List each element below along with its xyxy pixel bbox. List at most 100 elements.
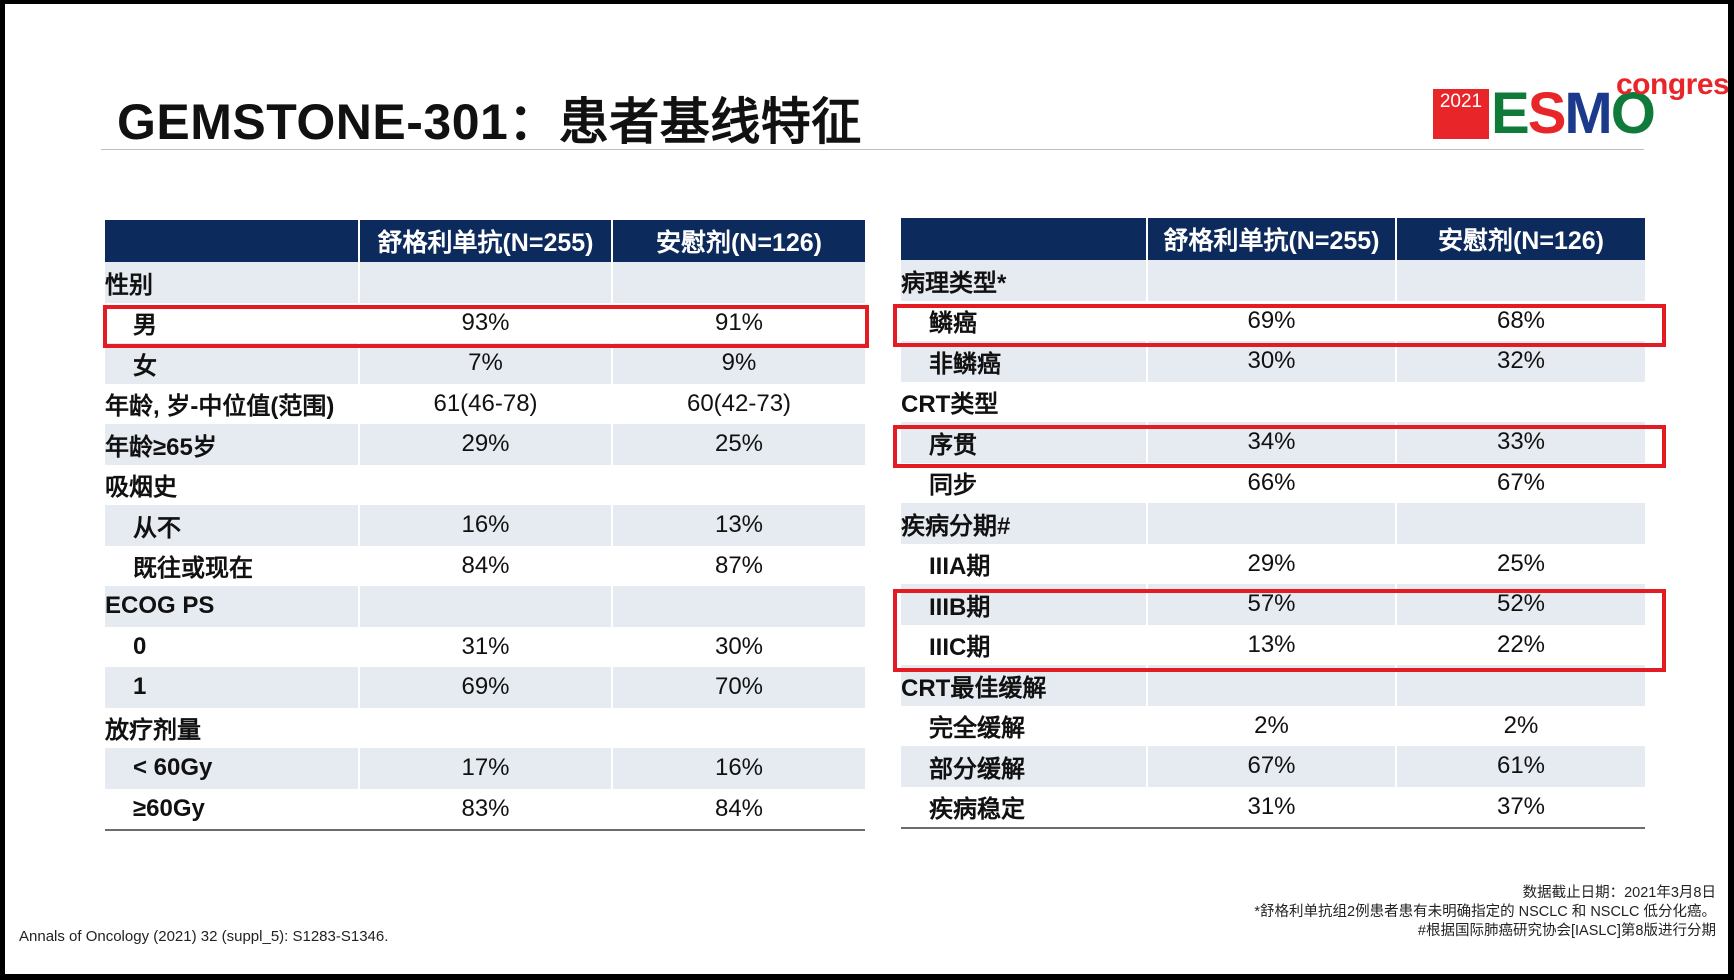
cell-value: 37%	[1395, 786, 1645, 829]
cell-value	[358, 707, 612, 748]
baseline-table-left: 舒格利单抗(N=255) 安慰剂(N=126) 性别 男 93% 91% 女 7…	[105, 220, 865, 831]
table-row: 部分缓解 67% 61%	[901, 746, 1645, 787]
row-label: 疾病稳定	[901, 786, 1147, 829]
logo-letter-e: E	[1491, 81, 1530, 146]
cell-value: 7%	[358, 343, 612, 384]
logo-letter-o: O	[1610, 81, 1656, 146]
cell-value	[1146, 503, 1396, 544]
cell-value	[358, 586, 612, 627]
logo-letter-m: M	[1564, 81, 1612, 146]
row-label: 女	[105, 343, 359, 384]
row-label: 部分缓解	[901, 746, 1147, 787]
cell-value	[611, 707, 865, 748]
title-divider	[101, 149, 1644, 150]
table-row: 非鳞癌 30% 32%	[901, 341, 1645, 382]
cell-value: 30%	[611, 626, 865, 667]
row-label: 既往或现在	[133, 555, 253, 583]
row-label: 0	[133, 632, 147, 660]
cell-value: 31%	[358, 626, 612, 667]
header-blank	[105, 220, 359, 262]
cell-value: 30%	[1146, 341, 1396, 382]
cell-value: 93%	[358, 302, 612, 343]
cell-value: 31%	[1146, 786, 1396, 829]
footnote-histology: *舒格利单抗组2例患者患有未明确指定的 NSCLC 和 NSCLC 低分化癌。	[1254, 904, 1716, 920]
row-label: < 60Gy	[105, 748, 359, 789]
cell-value: 61(46-78)	[358, 383, 612, 424]
table-row: 疾病分期#	[901, 503, 1645, 544]
header-placebo: 安慰剂(N=126)	[611, 220, 865, 262]
table-row: ECOG PS	[105, 586, 865, 627]
slide: GEMSTONE-301：患者基线特征 2021 ESMO congress 舒…	[5, 4, 1728, 974]
table-row: ≥60Gy 83% 84%	[105, 788, 865, 831]
row-label: 男	[133, 312, 157, 340]
row-label: ECOG PS	[105, 586, 359, 627]
logo-congress: congress	[1616, 68, 1728, 101]
cell-value: 87%	[611, 545, 865, 586]
cell-value	[611, 464, 865, 505]
cell-value: 70%	[611, 667, 865, 708]
footnote-cutoff-date: 数据截止日期：2021年3月8日	[1522, 885, 1716, 901]
table-row: 既往或现在 84% 87%	[105, 545, 865, 586]
cell-value: 67%	[1395, 462, 1645, 503]
cell-value	[1395, 260, 1645, 301]
table-row: 年龄≥65岁 29% 25%	[105, 424, 865, 465]
cell-value: 32%	[1395, 341, 1645, 382]
row-label: CRT类型	[901, 391, 999, 419]
highlight-male	[103, 305, 869, 348]
cell-value: 84%	[358, 545, 612, 586]
row-label: 年龄, 岁-中位值(范围)	[105, 393, 335, 421]
cell-value: 66%	[1146, 462, 1396, 503]
cell-value: 84%	[611, 788, 865, 831]
cell-value: 69%	[358, 667, 612, 708]
row-label: 疾病分期#	[901, 503, 1147, 544]
cell-value: 29%	[1146, 543, 1396, 584]
table-row: 女 7% 9%	[105, 343, 865, 384]
table-row: CRT类型	[901, 381, 1645, 422]
cell-value	[358, 262, 612, 303]
footnotes: 数据截止日期：2021年3月8日 *舒格利单抗组2例患者患有未明确指定的 NSC…	[1254, 884, 1716, 941]
row-label: 性别	[105, 262, 359, 303]
cell-value: 83%	[358, 788, 612, 831]
row-label: 鳞癌	[929, 310, 977, 338]
cell-value: 16%	[358, 505, 612, 546]
cell-value	[1395, 381, 1645, 422]
row-label: 非鳞癌	[901, 341, 1147, 382]
cell-value	[1146, 260, 1396, 301]
table-row: 性别	[105, 262, 865, 303]
header-placebo: 安慰剂(N=126)	[1395, 218, 1645, 260]
cell-value: 67%	[1146, 746, 1396, 787]
highlight-squamous	[893, 304, 1666, 347]
row-label: IIIC期	[929, 634, 991, 662]
logo-esmo-wordmark: ESMO	[1491, 85, 1656, 143]
header-sugemalimab: 舒格利单抗(N=255)	[358, 220, 612, 262]
cell-value: 2%	[1146, 705, 1396, 746]
cell-value: 91%	[611, 302, 865, 343]
cell-value	[358, 464, 612, 505]
header-blank	[901, 218, 1147, 260]
page-title: GEMSTONE-301：患者基线特征	[117, 94, 862, 150]
cell-value	[1146, 381, 1396, 422]
table-row: 同步 66% 67%	[901, 462, 1645, 503]
table-row: < 60Gy 17% 16%	[105, 748, 865, 789]
highlight-stage-iiib-iiic	[893, 589, 1666, 672]
table-row: 从不 16% 13%	[105, 505, 865, 546]
cell-value	[611, 586, 865, 627]
header-sugemalimab: 舒格利单抗(N=255)	[1146, 218, 1396, 260]
table-row: 病理类型*	[901, 260, 1645, 301]
row-label: 吸烟史	[105, 474, 177, 502]
cell-value: 22%	[1395, 624, 1645, 665]
row-label: IIIA期	[929, 553, 991, 581]
table-row: 疾病稳定 31% 37%	[901, 786, 1645, 829]
cell-value	[1395, 503, 1645, 544]
table-row: 放疗剂量	[105, 707, 865, 748]
cell-value: 29%	[358, 424, 612, 465]
table-row: 完全缓解 2% 2%	[901, 705, 1645, 746]
cell-value: 25%	[611, 424, 865, 465]
table-row: IIIC期 13% 22%	[901, 624, 1645, 665]
cell-value: 25%	[1395, 543, 1645, 584]
highlight-sequential	[893, 425, 1666, 468]
table-row: 吸烟史	[105, 464, 865, 505]
cell-value: 17%	[358, 748, 612, 789]
row-label: ≥60Gy	[105, 788, 359, 831]
table-header-row: 舒格利单抗(N=255) 安慰剂(N=126)	[105, 220, 865, 262]
